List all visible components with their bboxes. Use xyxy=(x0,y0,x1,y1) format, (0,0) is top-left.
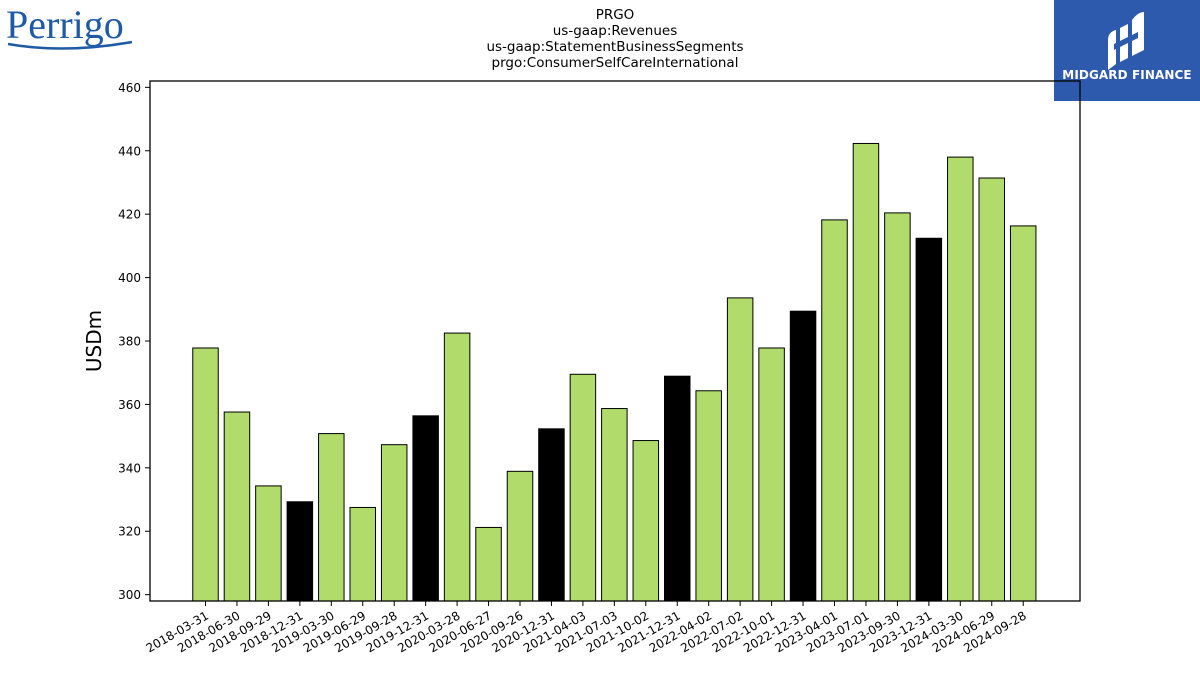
bar-2020-03-28 xyxy=(443,332,471,602)
svg-text:Perrigo: Perrigo xyxy=(6,4,124,47)
bar-2024-03-30 xyxy=(947,156,974,602)
bar-2022-04-02 xyxy=(695,390,722,602)
x-axis: 2018-03-312018-06-302018-09-292018-12-31… xyxy=(144,601,1029,655)
y-axis: 300 320 340 360 380 400 420 440 460 xyxy=(118,81,150,602)
bar-2022-07-02 xyxy=(726,297,754,602)
bar-2023-12-31 xyxy=(915,237,943,602)
perrigo-logo: Perrigo xyxy=(6,4,133,50)
chart-title-block: PRGO us-gaap:Revenues us-gaap:StatementB… xyxy=(415,7,815,71)
chart-title-line: us-gaap:StatementBusinessSegments xyxy=(486,39,744,55)
bar-2021-10-02 xyxy=(632,440,660,602)
bar-2021-04-03 xyxy=(569,373,597,602)
bar-2019-12-31 xyxy=(412,415,439,602)
y-axis-label: USDm xyxy=(82,310,106,372)
bar-2023-04-01 xyxy=(821,219,848,602)
bar-2022-10-01 xyxy=(758,347,785,602)
bar-2023-09-30 xyxy=(884,212,911,602)
chart-title-line: prgo:ConsumerSelfCareInternational xyxy=(491,55,739,71)
chart-title-line: PRGO xyxy=(595,7,635,23)
bar-2023-07-01 xyxy=(852,142,880,602)
y-tick-label: 400 xyxy=(118,271,141,285)
bar-2022-12-31 xyxy=(789,310,817,602)
bars-layer xyxy=(192,142,1037,602)
y-tick-label: 360 xyxy=(118,398,141,412)
bar-2019-06-29 xyxy=(349,506,376,602)
bar-2018-06-30 xyxy=(223,411,251,602)
bar-2018-09-29 xyxy=(255,485,282,602)
bar-2018-03-31 xyxy=(192,347,219,602)
y-tick-label: 440 xyxy=(118,144,141,158)
bar-2024-09-28 xyxy=(1009,225,1037,602)
y-tick-label: 420 xyxy=(118,208,141,222)
midgard-finance-logo: MIDGARD FINANCE xyxy=(1054,0,1200,101)
bar-2024-06-29 xyxy=(978,177,1005,602)
bar-2019-09-28 xyxy=(380,444,408,602)
bar-2019-03-30 xyxy=(318,433,345,602)
bar-2021-12-31 xyxy=(664,375,691,602)
midgard-finance-name: MIDGARD FINANCE xyxy=(1062,68,1192,82)
y-tick-label: 320 xyxy=(118,525,141,539)
bar-2021-07-03 xyxy=(601,408,628,602)
bar-2020-09-26 xyxy=(506,470,534,602)
y-tick-label: 380 xyxy=(118,335,141,349)
midgard-mark-icon xyxy=(1108,12,1144,70)
y-tick-label: 460 xyxy=(118,81,141,95)
bar-2020-12-31 xyxy=(538,428,565,602)
y-tick-label: 300 xyxy=(118,588,141,602)
bar-2020-06-27 xyxy=(475,526,502,602)
bar-2018-12-31 xyxy=(286,501,314,602)
chart-title-line: us-gaap:Revenues xyxy=(552,23,678,39)
y-tick-label: 340 xyxy=(118,461,141,475)
